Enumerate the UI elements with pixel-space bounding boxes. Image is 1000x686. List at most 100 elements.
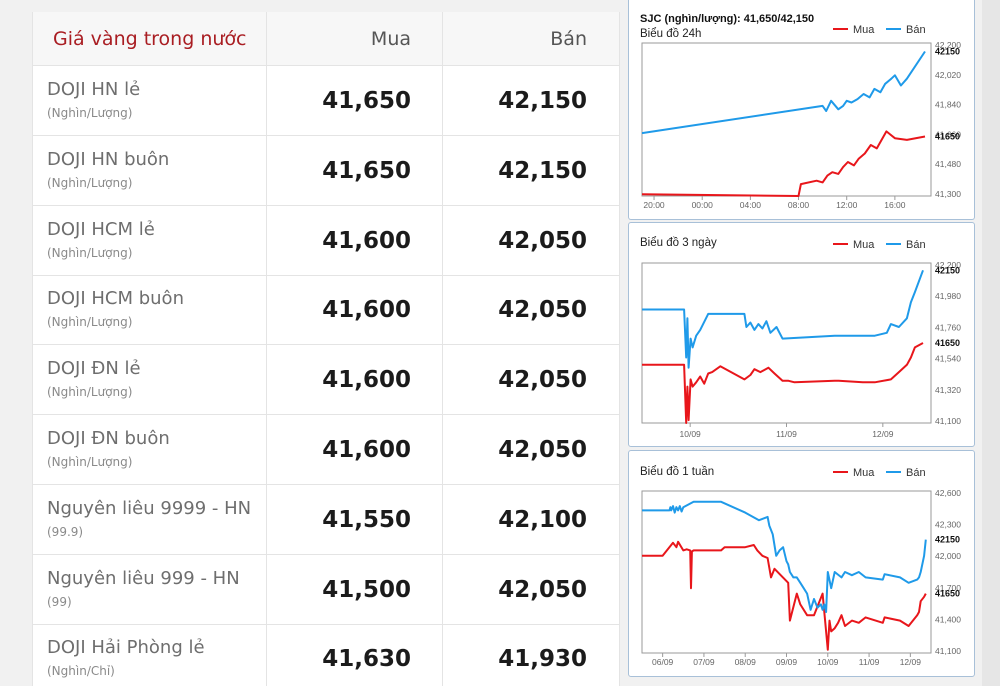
- sell-series-line: [642, 500, 927, 613]
- table-row: DOJI ĐN buôn (Nghìn/Lượng) 41,600 42,050: [33, 415, 619, 485]
- legend-label: Bán: [906, 24, 926, 36]
- row-unit: (Nghìn/Lượng): [47, 175, 133, 190]
- row-name: DOJI HN buôn: [47, 148, 170, 170]
- row-unit: (Nghìn/Chỉ): [47, 664, 115, 679]
- legend-label: Bán: [906, 467, 926, 479]
- table-row: DOJI HCM buôn (Nghìn/Lượng) 41,600 42,050: [33, 275, 619, 346]
- y-tick-label: 41,100: [935, 416, 961, 426]
- row-unit: (Nghìn/Lượng): [47, 245, 133, 260]
- row-name: Nguyên liêu 9999 - HN: [47, 497, 252, 519]
- last-value-label: 42150: [935, 265, 960, 275]
- buy-price: 41,650: [322, 157, 411, 184]
- buy-series-line: [642, 342, 924, 424]
- table-row: DOJI ĐN lẻ (Nghìn/Lượng) 41,600 42,050: [33, 345, 619, 416]
- sell-price: 42,100: [498, 506, 587, 533]
- x-tick-label: 00:00: [692, 200, 714, 210]
- x-tick-label: 09/09: [776, 657, 798, 667]
- sell-price: 42,050: [498, 437, 587, 463]
- sell-price: 42,150: [498, 88, 587, 114]
- row-unit: (99): [47, 594, 72, 609]
- table-title: Giá vàng trong nước: [53, 28, 247, 50]
- y-tick-label: 41,400: [935, 614, 961, 624]
- x-tick-label: 08:00: [788, 200, 810, 210]
- last-value-label: 42150: [935, 47, 960, 57]
- table-row: DOJI HCM lẻ (Nghìn/Lượng) 41,600 42,050: [33, 206, 619, 276]
- x-tick-label: 12/09: [900, 657, 922, 667]
- legend-label: Mua: [853, 239, 875, 251]
- buy-price: 41,550: [322, 506, 411, 533]
- chart-header: SJC (nghìn/lượng): 41,650/42,150: [640, 13, 814, 25]
- row-name: DOJI ĐN buôn: [47, 428, 170, 449]
- y-tick-label: 41,660: [935, 129, 961, 139]
- sell-price: 42,050: [498, 367, 587, 394]
- table-row: DOJI Hải Phòng lẻ (Nghìn/Chỉ) 41,630 41,930: [33, 624, 619, 686]
- sell-column-header: Bán: [550, 28, 587, 50]
- chart-1-week-panel: Biểu đồ 1 tuần Mua Bán 42,600 42,300 42,000 41…: [628, 450, 975, 677]
- last-value-label: 41650: [935, 589, 960, 599]
- x-tick-label: 16:00: [884, 200, 906, 210]
- table-header: Giá vàng trong nước Mua Bán: [33, 12, 619, 66]
- chart-title: Biểu đồ 3 ngày: [640, 237, 717, 249]
- buy-price: 41,600: [322, 227, 411, 254]
- buy-price: 41,600: [322, 367, 411, 394]
- buy-price: 41,650: [322, 88, 411, 114]
- sell-price: 41,930: [498, 646, 587, 673]
- y-tick-label: 41,700: [935, 583, 961, 593]
- row-unit: (99.9): [47, 524, 84, 539]
- buy-column-header: Mua: [370, 28, 411, 50]
- last-value-label: 41650: [935, 338, 960, 348]
- legend-label: Mua: [853, 24, 875, 36]
- sell-price: 42,050: [498, 297, 587, 324]
- buy-price: 41,500: [322, 576, 411, 603]
- x-tick-label: 12:00: [836, 200, 858, 210]
- row-name: DOJI HCM lẻ: [47, 218, 155, 240]
- x-tick-label: 06/09: [652, 657, 674, 667]
- y-tick-label: 41,320: [935, 385, 961, 395]
- y-tick-label: 42,600: [935, 488, 961, 498]
- sell-series-line: [642, 269, 924, 369]
- table-row: DOJI HN buôn (Nghìn/Lượng) 41,650 42,150: [33, 136, 619, 206]
- y-tick-label: 42,200: [935, 40, 961, 50]
- x-tick-label: 11/09: [776, 429, 797, 439]
- row-unit: (Nghìn/Lượng): [47, 455, 133, 469]
- table-row: DOJI HN lẻ (Nghìn/Lượng) 41,650 42,150: [33, 66, 619, 136]
- row-name: DOJI ĐN lẻ: [47, 358, 141, 380]
- y-tick-label: 42,020: [935, 70, 961, 80]
- sell-series-line: [641, 50, 926, 135]
- row-unit: (Nghìn/Lượng): [47, 106, 133, 120]
- y-tick-label: 41,840: [935, 100, 961, 110]
- x-tick-label: 04:00: [740, 200, 762, 210]
- y-tick-label: 41,480: [935, 159, 961, 169]
- row-name: Nguyên liêu 999 - HN: [47, 567, 240, 589]
- x-tick-label: 20:00: [643, 200, 665, 210]
- y-tick-label: 42,000: [935, 551, 961, 561]
- buy-price: 41,600: [322, 297, 411, 324]
- chart-title: Biểu đồ 24h: [640, 28, 701, 40]
- chart-24h-panel: SJC (nghìn/lượng): 41,650/42,150 Biểu đồ …: [628, 0, 975, 220]
- buy-series-line: [642, 540, 927, 651]
- plot-area: [641, 490, 932, 654]
- row-name: DOJI HCM buôn: [47, 288, 184, 310]
- chart-3-day-panel: Biểu đồ 3 ngày Mua Bán 42,200 41,980 41,760 41…: [628, 222, 975, 447]
- y-tick-label: 42,300: [935, 520, 961, 530]
- chart-title: Biểu đồ 1 tuần: [640, 466, 714, 478]
- sell-price: 42,150: [498, 157, 587, 184]
- x-tick-label: 10/09: [817, 657, 839, 667]
- table-row: Nguyên liêu 9999 - HN (99.9) 41,550 42,100: [33, 485, 619, 555]
- sell-price: 42,050: [498, 576, 587, 603]
- row-unit: (Nghìn/Lượng): [47, 385, 133, 400]
- x-tick-label: 12/09: [872, 429, 894, 439]
- x-tick-label: 11/09: [859, 657, 880, 667]
- last-value-label: 42150: [935, 535, 960, 545]
- y-tick-label: 41,300: [935, 189, 961, 199]
- row-name: DOJI HN lẻ: [47, 79, 141, 100]
- legend-label: Bán: [906, 239, 926, 251]
- y-tick-label: 41,540: [935, 354, 961, 364]
- buy-price: 41,630: [322, 646, 411, 673]
- y-tick-label: 41,100: [935, 646, 961, 656]
- x-tick-label: 08/09: [735, 657, 757, 667]
- x-tick-label: 07/09: [693, 657, 715, 667]
- row-unit: (Nghìn/Lượng): [47, 315, 133, 330]
- page-side-shade: [982, 0, 1000, 686]
- last-value-label: 41650: [935, 132, 960, 142]
